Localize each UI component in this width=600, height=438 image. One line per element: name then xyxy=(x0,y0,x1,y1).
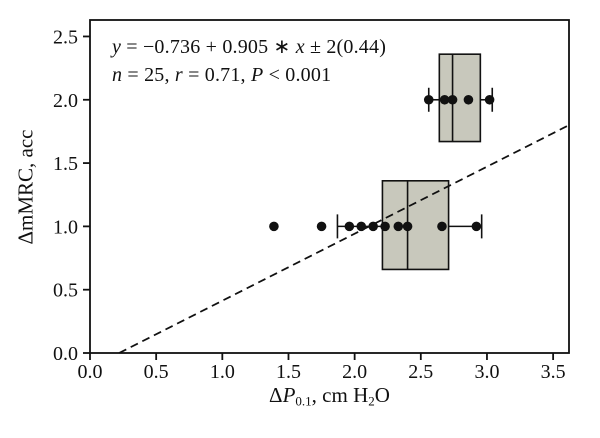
data-point xyxy=(437,221,447,232)
data-point xyxy=(439,94,450,105)
label-segment: r xyxy=(174,64,183,86)
x-tick-label: 1.5 xyxy=(276,361,301,383)
axes: 0.0 0.5 1.0 1.5 2.0 2.5 3.0 3.5 0.0 0.5 1.0 1.5 2.0 2… xyxy=(53,26,566,383)
equation-text: y = −0.736 + 0.905 ∗ x ± 2(0.44) xyxy=(112,33,386,61)
y-tick-label: 0.0 xyxy=(53,343,78,365)
data-point xyxy=(393,221,404,232)
data-point xyxy=(463,94,474,105)
label-segment: = −0.736 + 0.905 ∗ xyxy=(121,36,296,58)
label-segment: < 0.001 xyxy=(263,64,332,86)
data-point xyxy=(484,94,495,105)
data-point xyxy=(269,221,279,232)
label-segment: P xyxy=(250,64,264,86)
data-point xyxy=(316,221,327,232)
label-segment: 2 xyxy=(368,393,375,409)
y-tick-label: 1.0 xyxy=(53,216,78,238)
scatter-points xyxy=(269,94,495,232)
x-tick-label: 2.5 xyxy=(408,361,433,383)
label-segment: P xyxy=(282,383,296,407)
stats-annotation: y = −0.736 + 0.905 ∗ x ± 2(0.44) n = 25,… xyxy=(112,33,386,89)
x-axis-title: ΔP0.1, cm H2O xyxy=(90,383,569,410)
data-point xyxy=(344,221,355,232)
plot-frame xyxy=(89,19,570,354)
label-segment: x xyxy=(295,36,305,58)
x-tick-label: 3.0 xyxy=(474,361,499,383)
y-tick-label: 0.5 xyxy=(53,280,78,302)
x-tick-label: 0.5 xyxy=(144,361,169,383)
label-segment: ± 2(0.44) xyxy=(304,36,387,58)
y-tick-label: 2.5 xyxy=(53,26,78,48)
label-segment: , cm H xyxy=(311,383,369,407)
y-axis-title: ΔmMRC, acc xyxy=(13,129,38,245)
label-segment: = 0.71, xyxy=(182,64,251,86)
y-tick-label: 1.5 xyxy=(53,153,78,175)
label-segment: = 25, xyxy=(122,64,175,86)
x-tick-label: 1.0 xyxy=(210,361,235,383)
label-segment: n xyxy=(112,64,123,86)
regression-line-path xyxy=(118,124,570,354)
x-tick-label: 2.0 xyxy=(342,361,367,383)
stats-text: n = 25, r = 0.71, P < 0.001 xyxy=(112,61,386,89)
data-point xyxy=(402,221,413,232)
data-point xyxy=(423,94,434,105)
y-tick-label: 2.0 xyxy=(53,90,78,112)
label-segment: 0.1 xyxy=(295,393,312,409)
data-point xyxy=(471,221,482,232)
data-point xyxy=(380,221,390,232)
label-segment: O xyxy=(374,383,390,407)
x-tick-label: 3.5 xyxy=(541,361,566,383)
label-segment: Δ xyxy=(269,383,283,407)
label-segment: y xyxy=(112,36,122,58)
x-tick-label: 0.0 xyxy=(78,361,103,383)
data-point xyxy=(368,221,378,232)
data-point xyxy=(356,221,367,232)
regression-line xyxy=(118,124,570,354)
data-point xyxy=(447,94,458,105)
